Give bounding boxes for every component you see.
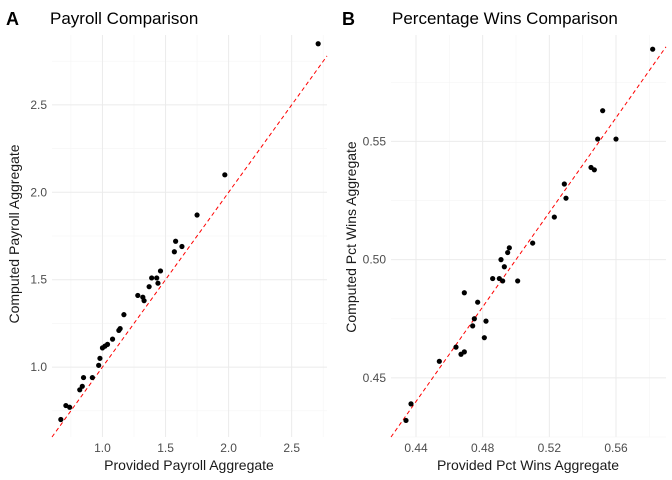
panel-a-data-point — [89, 374, 95, 381]
panel-b-data-point — [530, 240, 536, 246]
panel-b-data-point — [500, 278, 506, 284]
panel-b-points — [403, 46, 656, 424]
panel-a-data-point — [173, 238, 179, 244]
panel-a-y-ticks: 1.0 1.5 2.0 2.5 — [30, 98, 47, 374]
panel-b-data-point — [595, 136, 601, 142]
panel-b-data-point — [408, 401, 414, 407]
panel-a-data-point — [146, 284, 152, 290]
panel-b-data-point — [481, 335, 487, 341]
panel-b-title: Percentage Wins Comparison — [392, 9, 618, 28]
panel-a-x-tick-label: 2.5 — [283, 441, 300, 455]
panel-a-data-point — [179, 243, 185, 250]
panel-b-data-point — [461, 349, 467, 355]
panel-a-data-point — [117, 326, 123, 332]
panel-a-y-tick-label: 2.5 — [30, 98, 47, 112]
panel-b-data-point — [461, 290, 467, 296]
panel-b-data-point — [403, 417, 409, 424]
panel-b-x-tick-label: 0.56 — [604, 441, 628, 455]
panel-a-data-point — [67, 404, 73, 410]
panel-a-tag: A — [6, 9, 19, 29]
panel-b-data-point — [453, 344, 459, 350]
panel-b-data-point — [563, 195, 569, 201]
panel-a: A Payroll Comparison 1.0 1.5 2.0 2.5 1.0 1.5… — [6, 9, 328, 473]
panel-b-y-tick-label: 0.45 — [363, 371, 387, 385]
panel-b-x-tick-label: 0.44 — [404, 441, 428, 455]
panel-b-data-point — [600, 108, 606, 114]
panel-b-data-point — [613, 136, 619, 142]
panel-a-reference-line — [51, 55, 328, 438]
panel-a-data-point — [141, 298, 147, 304]
panel-a-y-axis-title: Computed Payroll Aggregate — [6, 144, 22, 323]
panel-a-data-point — [109, 336, 116, 342]
panel-a-data-point — [97, 355, 103, 361]
panel-b-data-point — [498, 257, 504, 263]
panel-b-data-point — [515, 278, 521, 284]
panel-b-data-point — [470, 323, 476, 329]
panel-b-data-point — [591, 167, 597, 173]
panel-b-reference-line-group — [390, 46, 667, 438]
panel-b-data-point — [483, 318, 489, 324]
panel-b-data-point — [436, 358, 442, 364]
panel-a-x-ticks: 1.0 1.5 2.0 2.5 — [94, 441, 300, 455]
panel-a-data-point — [149, 275, 155, 281]
panel-b-y-ticks: 0.45 0.50 0.55 — [363, 134, 387, 384]
panel-a-x-axis-title: Provided Payroll Aggregate — [104, 457, 274, 473]
panel-a-data-point — [79, 383, 85, 389]
panel-a-data-point — [135, 292, 141, 299]
panel-a-x-tick-label: 1.5 — [157, 441, 174, 455]
panel-b-tag: B — [342, 9, 355, 29]
panel-b-y-tick-label: 0.55 — [363, 134, 387, 148]
panel-a-data-point — [121, 312, 127, 318]
panel-a-x-tick-label: 2.0 — [220, 441, 237, 455]
panel-a-data-point — [222, 172, 228, 178]
panel-a-reference-line-group — [51, 55, 328, 438]
panel-a-y-tick-label: 1.0 — [30, 360, 47, 374]
panel-b-x-ticks: 0.44 0.48 0.52 0.56 — [404, 441, 628, 455]
panel-a-data-point — [315, 41, 321, 47]
panel-a-data-point — [58, 416, 64, 423]
panel-b-reference-line — [390, 46, 667, 438]
panel-a-data-point — [194, 212, 200, 218]
panel-a-data-point — [80, 374, 87, 381]
panel-b-y-axis-title: Computed Pct Wins Aggregate — [343, 141, 359, 333]
panel-a-y-tick-label: 1.5 — [30, 273, 47, 287]
panel-b: B Percentage Wins Comparison 0.44 0.48 0.5… — [342, 9, 667, 473]
panel-b-x-axis-title: Provided Pct Wins Aggregate — [437, 457, 619, 473]
panel-b-data-point — [650, 46, 656, 52]
panel-b-data-point — [471, 316, 477, 322]
panel-b-data-point — [490, 275, 496, 282]
panel-b-x-tick-label: 0.48 — [471, 441, 495, 455]
panel-b-data-point — [505, 249, 511, 256]
panel-a-data-point — [96, 362, 102, 368]
panel-b-grid — [391, 35, 666, 438]
panel-b-x-tick-label: 0.52 — [538, 441, 562, 455]
panel-a-y-tick-label: 2.0 — [30, 185, 47, 199]
panel-b-data-point — [475, 299, 481, 305]
panel-a-data-point — [157, 268, 164, 274]
panel-b-data-point — [501, 264, 507, 270]
panel-b-data-point — [551, 214, 557, 220]
panel-a-data-point — [171, 249, 177, 255]
panel-a-points — [58, 41, 321, 423]
panel-a-data-point — [104, 341, 111, 347]
panel-a-x-tick-label: 1.0 — [94, 441, 111, 455]
panel-a-data-point — [154, 275, 160, 281]
panel-b-data-point — [561, 181, 567, 187]
panel-a-data-point — [155, 280, 161, 286]
panel-b-y-tick-label: 0.50 — [363, 253, 387, 267]
panel-a-title: Payroll Comparison — [50, 9, 198, 28]
panel-b-data-point — [506, 245, 512, 251]
